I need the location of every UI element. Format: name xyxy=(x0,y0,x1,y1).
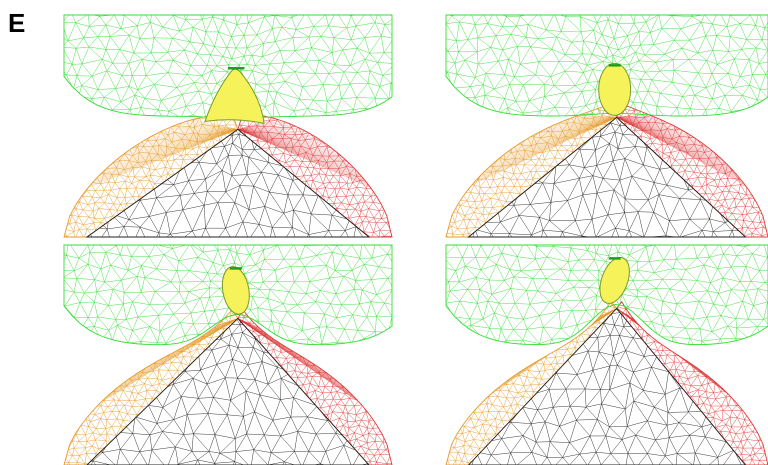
inclusion-body xyxy=(204,68,265,124)
mesh-panel-bottom-left xyxy=(63,244,393,465)
inclusion xyxy=(221,266,250,315)
inclusion xyxy=(204,67,265,124)
inclusion xyxy=(598,62,632,116)
mesh-panel-top-right xyxy=(445,14,768,238)
inclusion-body xyxy=(598,62,632,116)
inclusion-body xyxy=(599,256,630,304)
inclusion-body xyxy=(221,266,250,315)
mesh-panel-bottom-right xyxy=(445,244,768,465)
mesh-panel-top-left xyxy=(63,14,393,238)
panel-label: E xyxy=(8,8,26,38)
inclusion xyxy=(599,256,630,304)
